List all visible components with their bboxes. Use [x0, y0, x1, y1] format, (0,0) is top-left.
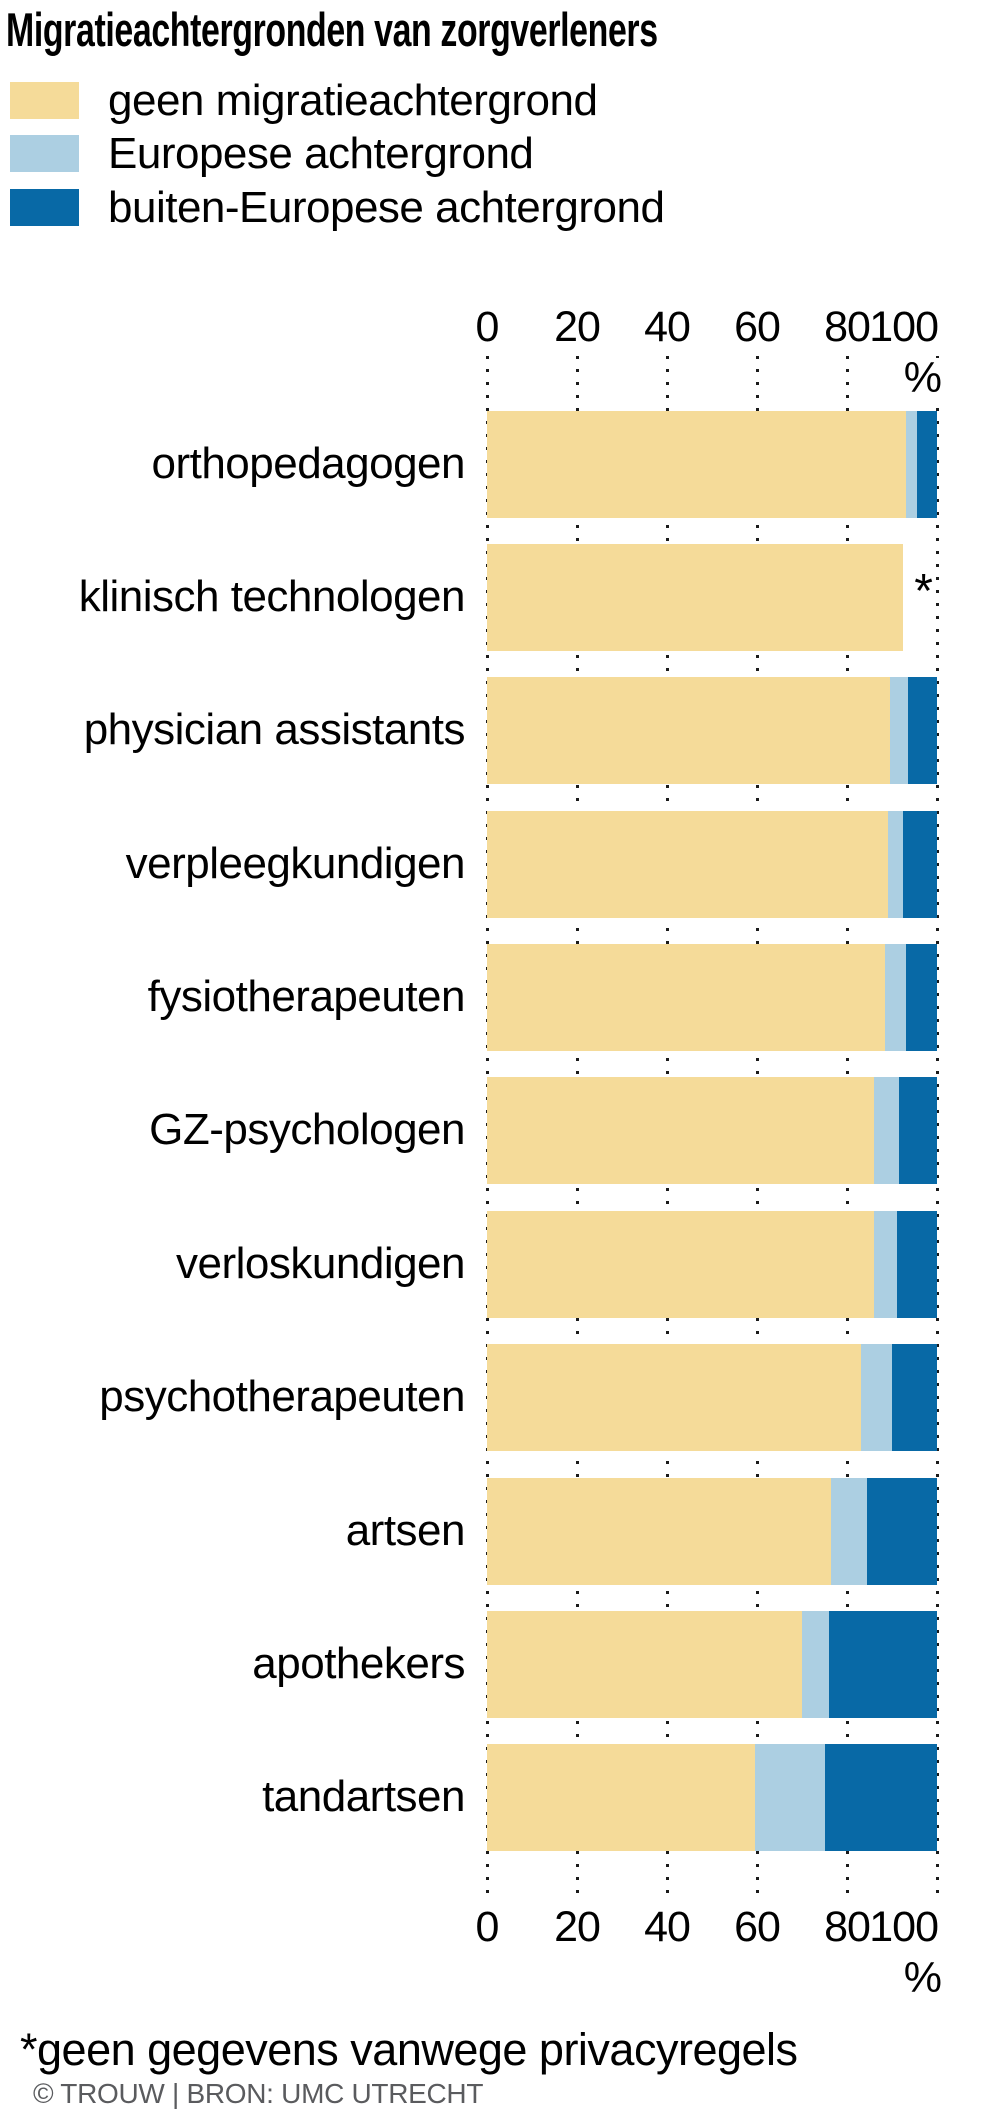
bar-apothekers: [487, 1611, 937, 1718]
bar-artsen: [487, 1478, 937, 1585]
segment-geen: [487, 1211, 874, 1318]
bar-verpleegkundigen: [487, 811, 937, 918]
x-axis-bottom-tick-0: 0: [475, 1903, 500, 1951]
category-label-orthopedagogen: orthopedagogen: [151, 439, 465, 488]
segment-buiten_europees: [905, 944, 937, 1051]
x-axis-top-tick-100: 100: [869, 303, 939, 351]
bar-klinisch-technologen: [487, 544, 904, 651]
segment-geen: [487, 1077, 874, 1184]
category-label-verpleegkundigen: verpleegkundigen: [125, 839, 466, 888]
segment-buiten_europees: [896, 1211, 937, 1318]
x-axis-bottom-tick-80: 80: [824, 1903, 871, 1951]
x-axis-top-tick-20: 20: [554, 303, 601, 351]
legend-label: Europese achtergrond: [108, 129, 534, 178]
category-label-tandartsen: tandartsen: [262, 1772, 465, 1821]
segment-europees: [887, 811, 904, 918]
segment-buiten_europees: [903, 811, 937, 918]
footnote: *geen gegevens vanwege privacyregels: [20, 2024, 798, 2075]
segment-europees: [905, 411, 917, 518]
x-axis-top-tick-0: 0: [475, 303, 500, 351]
bar-verloskundigen: [487, 1211, 937, 1318]
segment-buiten_europees: [898, 1077, 937, 1184]
segment-geen: [487, 1744, 755, 1851]
segment-geen: [487, 1611, 802, 1718]
segment-geen: [487, 1478, 832, 1585]
x-axis-top-unit-label: %: [858, 357, 942, 400]
bar-gz-psychologen: [487, 1077, 937, 1184]
segment-geen: [487, 677, 890, 784]
segment-europees: [831, 1478, 868, 1585]
segment-geen: [487, 944, 886, 1051]
segment-buiten_europees: [824, 1744, 937, 1851]
legend-item-geen: geen migratieachtergrond: [10, 76, 598, 125]
segment-europees: [802, 1611, 829, 1718]
x-axis-bottom-tick-60: 60: [734, 1903, 781, 1951]
segment-europees: [874, 1211, 897, 1318]
segment-europees: [889, 677, 908, 784]
category-label-psychotherapeuten: psychotherapeuten: [99, 1372, 465, 1421]
legend-swatch-europees-icon: [10, 135, 79, 172]
category-label-klinisch-technologen: klinisch technologen: [78, 572, 466, 621]
category-label-fysiotherapeuten: fysiotherapeuten: [147, 972, 466, 1021]
legend-swatch-geen-icon: [10, 82, 79, 119]
chart-title: Migratieachtergronden van zorgverleners: [6, 3, 658, 56]
bar-orthopedagogen: [487, 411, 937, 518]
segment-europees: [874, 1077, 899, 1184]
gridline-100: [936, 356, 939, 1897]
segment-geen: [487, 1344, 861, 1451]
category-label-gz-psychologen: GZ-psychologen: [149, 1105, 465, 1154]
legend-item-europees: Europese achtergrond: [10, 129, 534, 178]
x-axis-top-tick-80: 80: [824, 303, 871, 351]
bar-physician-assistants: [487, 677, 937, 784]
segment-buiten_europees: [829, 1611, 937, 1718]
bar-tandartsen: [487, 1744, 937, 1851]
category-label-verloskundigen: verloskundigen: [176, 1239, 465, 1288]
x-axis-bottom-tick-40: 40: [644, 1903, 691, 1951]
bar-psychotherapeuten: [487, 1344, 937, 1451]
segment-geen: [487, 411, 906, 518]
legend-swatch-buiten-europees-icon: [10, 189, 79, 226]
x-axis-bottom-tick-100: 100: [869, 1903, 939, 1951]
category-label-artsen: artsen: [345, 1506, 466, 1555]
segment-europees: [860, 1344, 892, 1451]
segment-europees: [754, 1744, 825, 1851]
x-axis-bottom-unit-label: %: [858, 1957, 942, 2000]
segment-buiten_europees: [867, 1478, 937, 1585]
segment-buiten_europees: [907, 677, 937, 784]
segment-buiten_europees: [892, 1344, 937, 1451]
category-label-physician-assistants: physician assistants: [83, 705, 466, 754]
segment-europees: [885, 944, 906, 1051]
source-credit: © TROUW | BRON: UMC UTRECHT: [33, 2078, 484, 2109]
x-axis-bottom-tick-20: 20: [554, 1903, 601, 1951]
no-data-asterisk: *: [914, 565, 933, 618]
x-axis-top-tick-40: 40: [644, 303, 691, 351]
legend-label: buiten-Europese achtergrond: [108, 183, 665, 232]
segment-geen: [487, 811, 888, 918]
segment-buiten_europees: [916, 411, 937, 518]
segment-geen: [487, 544, 904, 651]
category-label-apothekers: apothekers: [252, 1639, 465, 1688]
legend-item-buiten-europees: buiten-Europese achtergrond: [10, 183, 665, 232]
legend-label: geen migratieachtergrond: [108, 76, 598, 125]
x-axis-top-tick-60: 60: [734, 303, 781, 351]
bar-fysiotherapeuten: [487, 944, 937, 1051]
